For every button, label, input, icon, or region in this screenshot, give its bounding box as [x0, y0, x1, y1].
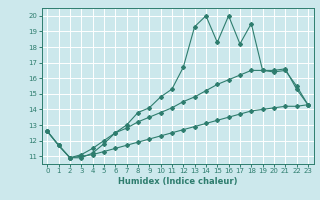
- X-axis label: Humidex (Indice chaleur): Humidex (Indice chaleur): [118, 177, 237, 186]
